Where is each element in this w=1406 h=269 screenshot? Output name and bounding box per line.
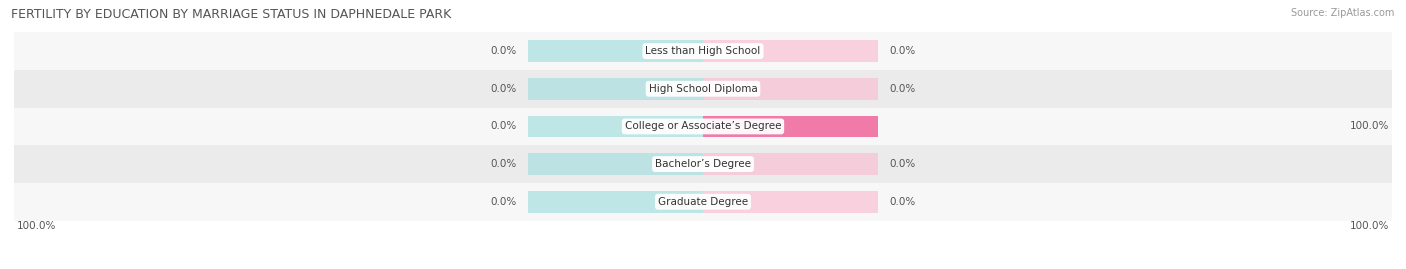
Bar [703, 115, 879, 137]
Text: Source: ZipAtlas.com: Source: ZipAtlas.com [1291, 8, 1395, 18]
Text: Less than High School: Less than High School [645, 46, 761, 56]
Bar [527, 153, 703, 175]
Text: 0.0%: 0.0% [890, 84, 917, 94]
Text: Bachelor’s Degree: Bachelor’s Degree [655, 159, 751, 169]
Text: 0.0%: 0.0% [489, 121, 516, 132]
Bar [527, 191, 703, 213]
Text: 0.0%: 0.0% [489, 197, 516, 207]
Text: College or Associate’s Degree: College or Associate’s Degree [624, 121, 782, 132]
Text: 0.0%: 0.0% [489, 159, 516, 169]
Bar [703, 115, 879, 137]
Text: FERTILITY BY EDUCATION BY MARRIAGE STATUS IN DAPHNEDALE PARK: FERTILITY BY EDUCATION BY MARRIAGE STATU… [11, 8, 451, 21]
Text: 0.0%: 0.0% [890, 159, 917, 169]
Text: 0.0%: 0.0% [489, 84, 516, 94]
Bar [14, 70, 1392, 108]
Text: 0.0%: 0.0% [489, 46, 516, 56]
Text: 100.0%: 100.0% [17, 221, 56, 231]
Text: 0.0%: 0.0% [890, 197, 917, 207]
Bar [703, 40, 879, 62]
Bar [14, 145, 1392, 183]
Bar [527, 40, 703, 62]
Text: High School Diploma: High School Diploma [648, 84, 758, 94]
Bar [14, 183, 1392, 221]
Text: 100.0%: 100.0% [1350, 221, 1389, 231]
Bar [703, 78, 879, 100]
Bar [14, 108, 1392, 145]
Text: Graduate Degree: Graduate Degree [658, 197, 748, 207]
Bar [14, 32, 1392, 70]
Text: 100.0%: 100.0% [1350, 121, 1389, 132]
Bar [703, 153, 879, 175]
Bar [527, 115, 703, 137]
Bar [527, 78, 703, 100]
Text: 0.0%: 0.0% [890, 46, 917, 56]
Bar [703, 191, 879, 213]
